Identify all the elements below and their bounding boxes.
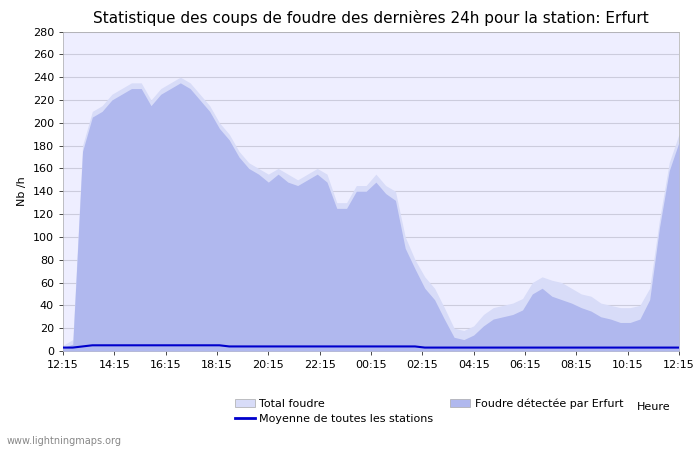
Text: www.lightningmaps.org: www.lightningmaps.org: [7, 436, 122, 446]
Text: Heure: Heure: [637, 402, 671, 412]
Legend: Total foudre, Moyenne de toutes les stations, Foudre détectée par Erfurt: Total foudre, Moyenne de toutes les stat…: [235, 398, 623, 424]
Title: Statistique des coups de foudre des dernières 24h pour la station: Erfurt: Statistique des coups de foudre des dern…: [93, 10, 649, 26]
Y-axis label: Nb /h: Nb /h: [18, 176, 27, 206]
